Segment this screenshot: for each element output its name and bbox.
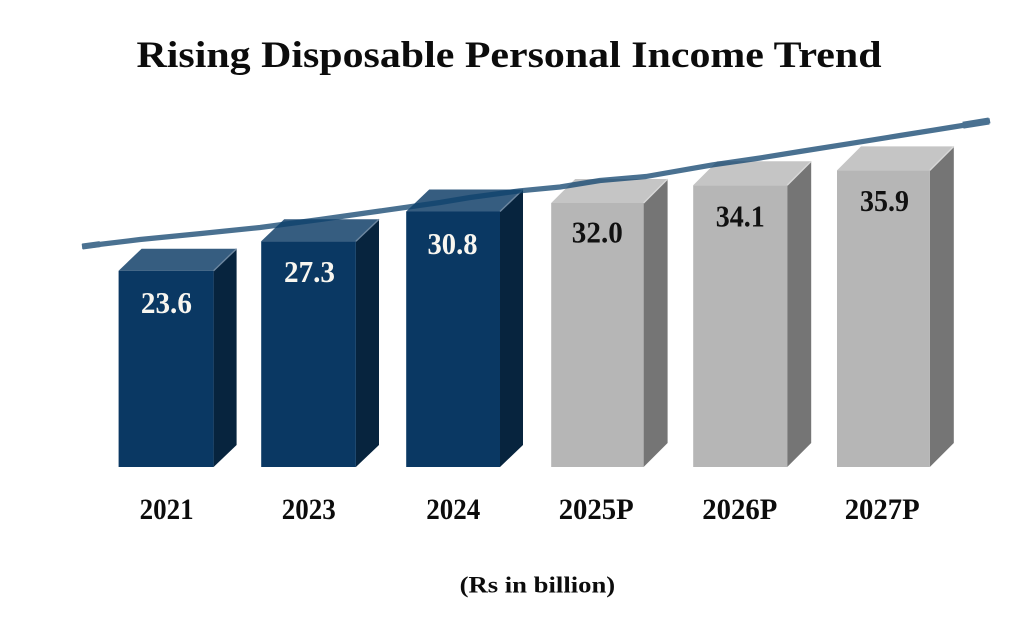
svg-text:Rising Disposable Personal Inc: Rising Disposable Personal Income Trend bbox=[137, 35, 882, 76]
svg-text:2024: 2024 bbox=[426, 493, 480, 526]
svg-text:2027P: 2027P bbox=[845, 493, 920, 526]
svg-text:(Rs in billion): (Rs in billion) bbox=[460, 572, 616, 597]
svg-text:2023: 2023 bbox=[282, 493, 336, 526]
svg-text:32.0: 32.0 bbox=[572, 214, 623, 249]
svg-text:2025P: 2025P bbox=[559, 493, 634, 526]
svg-text:2026P: 2026P bbox=[702, 493, 777, 526]
svg-text:27.3: 27.3 bbox=[284, 254, 335, 289]
svg-text:23.6: 23.6 bbox=[141, 285, 192, 320]
svg-text:30.8: 30.8 bbox=[428, 226, 478, 261]
svg-text:2021: 2021 bbox=[140, 493, 194, 526]
svg-text:35.9: 35.9 bbox=[860, 183, 909, 218]
svg-text:34.1: 34.1 bbox=[716, 199, 765, 234]
